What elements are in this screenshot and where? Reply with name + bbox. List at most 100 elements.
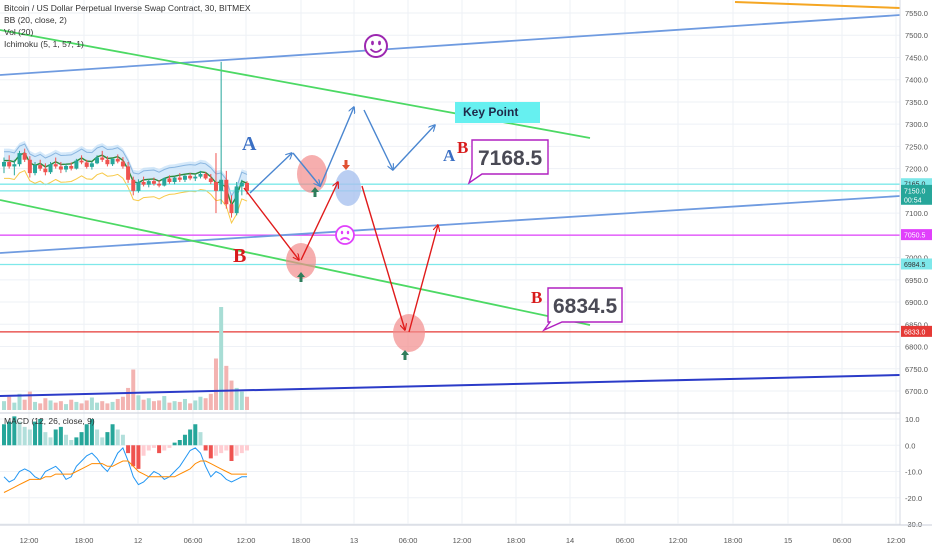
macd-histogram-bar xyxy=(245,445,249,451)
candle-body xyxy=(136,181,141,191)
svg-text:7168.5: 7168.5 xyxy=(478,147,543,170)
candle-body xyxy=(234,186,239,214)
macd-histogram-bar xyxy=(84,424,89,446)
macd-histogram-bar xyxy=(131,445,136,467)
candle-body xyxy=(120,161,125,167)
indicator-legend-macd[interactable]: MACD (12, 26, close, 9) xyxy=(4,416,95,426)
time-tick-label: 12 xyxy=(134,536,142,545)
price-tag-label: 6984.5 xyxy=(904,262,926,269)
volume-bar xyxy=(120,396,125,410)
price-tick-label: 6700.0 xyxy=(905,387,928,396)
candle-body xyxy=(74,160,79,169)
wave-label-b: B xyxy=(531,288,542,307)
volume-bar xyxy=(131,369,136,410)
time-tick-label: 18:00 xyxy=(507,536,526,545)
macd-histogram-bar xyxy=(177,440,182,446)
candle-body xyxy=(7,161,12,167)
price-tag xyxy=(901,184,932,196)
trend-lines[interactable] xyxy=(0,1,901,397)
signal-line xyxy=(3,460,247,493)
macd-histogram-bar xyxy=(38,419,43,446)
macd-line xyxy=(3,447,247,486)
horizontal-levels xyxy=(0,183,900,333)
key-point-label[interactable]: Key Point xyxy=(455,102,540,123)
price-axis[interactable]: 7550.0 7500.0 7450.0 7400.0 7350.0 7300.0 7250… xyxy=(899,0,932,525)
wave-label-b: B xyxy=(457,138,468,157)
volume-bar xyxy=(69,399,74,410)
candle-body xyxy=(157,183,162,186)
volume-bar xyxy=(126,387,131,410)
volume-bar xyxy=(84,400,89,410)
candle-body xyxy=(219,179,224,191)
volume-bar xyxy=(89,397,94,410)
candle-body xyxy=(38,165,43,169)
volume-bar xyxy=(95,402,100,410)
price-tick-label: 6900.0 xyxy=(905,298,928,307)
time-tick-label: 06:00 xyxy=(399,536,418,545)
macd-histogram-bar xyxy=(12,416,17,446)
indicator-legend-vol[interactable]: Vol (20) xyxy=(4,27,34,37)
volume-bars xyxy=(2,307,249,410)
macd-histogram-bar xyxy=(74,437,79,446)
indicator-legend-ichimoku[interactable]: Ichimoku (5, 1, 57, 1) xyxy=(4,39,84,49)
candle-body xyxy=(17,153,22,165)
macd-histogram-bar xyxy=(219,445,224,454)
volume-bar xyxy=(17,393,22,410)
volume-bar xyxy=(110,401,115,410)
macd-histogram-bar xyxy=(182,434,187,446)
callout-7168[interactable]: 7168.5 xyxy=(467,139,549,185)
candle-body xyxy=(48,164,53,173)
callout-6834[interactable]: 6834.5 xyxy=(541,287,623,332)
volume-bar xyxy=(27,391,32,410)
price-tick-label: 6850.0 xyxy=(905,320,928,329)
candle-body xyxy=(208,178,213,182)
time-tick-label: 13 xyxy=(350,536,358,545)
volume-bar xyxy=(198,396,203,410)
trend-line-orange[interactable] xyxy=(734,1,901,9)
candle-body xyxy=(177,177,182,180)
macd-histogram-bar xyxy=(110,424,115,446)
macd-histogram-bar xyxy=(115,429,120,446)
macd-tick-label: 10.0 xyxy=(905,415,920,424)
volume-bar xyxy=(229,380,234,410)
candle-body xyxy=(198,173,203,177)
price-tick-label: 6750.0 xyxy=(905,365,928,374)
candle-body xyxy=(22,153,27,160)
macd-histogram-bar xyxy=(17,421,22,446)
candle-body xyxy=(167,178,172,182)
chart-title[interactable]: Bitcoin / US Dollar Perpetual Inverse Sw… xyxy=(4,3,251,13)
blue-wave-path xyxy=(249,153,292,194)
red-wave-path xyxy=(300,182,338,261)
candle-body xyxy=(146,181,151,185)
time-tick-label: 12:00 xyxy=(669,536,688,545)
bollinger-upper xyxy=(4,143,248,198)
candle-body xyxy=(245,182,249,191)
macd-histogram-bar xyxy=(48,437,53,446)
time-tick-label: 12:00 xyxy=(453,536,472,545)
red-wave-path xyxy=(361,185,405,330)
time-axis[interactable]: 12:00 18:00 12 06:00 12:00 18:00 13 06:00 12:00 1… xyxy=(0,524,932,545)
blue-wave-path xyxy=(392,125,435,171)
time-tick-label: 06:00 xyxy=(616,536,635,545)
trend-line-blue-upper[interactable] xyxy=(0,14,901,76)
volume-bar xyxy=(151,401,156,410)
price-tag xyxy=(901,193,932,205)
candle-body xyxy=(105,159,110,165)
trend-line-blue-lower[interactable] xyxy=(0,195,901,254)
price-tag xyxy=(901,229,932,241)
trend-line-navy[interactable] xyxy=(0,374,901,397)
indicator-legend-bb[interactable]: BB (20, close, 2) xyxy=(4,15,67,25)
volume-bar xyxy=(43,398,48,410)
candle-body xyxy=(53,164,58,167)
volume-bar xyxy=(219,307,224,410)
highlight-circle xyxy=(335,170,361,206)
volume-bar xyxy=(172,401,177,410)
candle-body xyxy=(131,179,136,191)
time-tick-label: 18:00 xyxy=(75,536,94,545)
time-tick-label: 12:00 xyxy=(237,536,256,545)
macd-histogram-bar xyxy=(188,429,193,446)
volume-bar xyxy=(162,396,167,410)
price-tick-label: 6950.0 xyxy=(905,276,928,285)
macd-histogram-bar xyxy=(208,445,213,459)
